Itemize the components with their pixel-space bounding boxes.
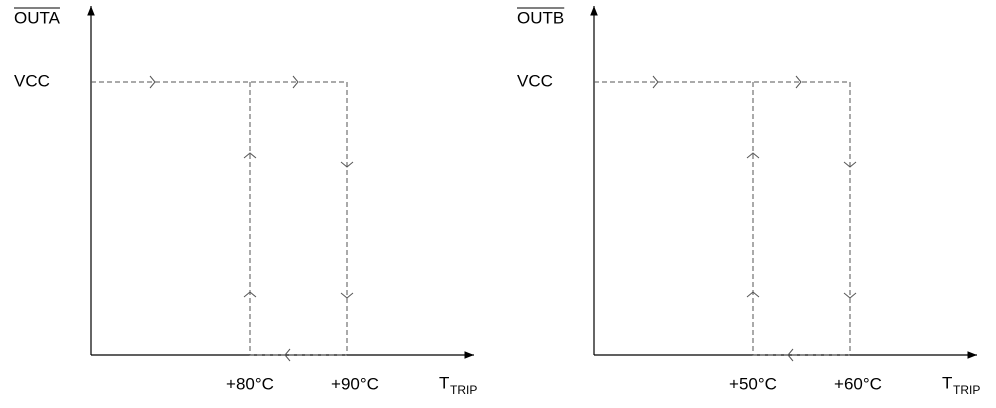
- x-axis-label: T: [439, 373, 449, 392]
- level-label: VCC: [14, 71, 50, 90]
- flow-arrow: [843, 161, 857, 168]
- hysteresis-panel: OUTB VCC +50°C +60°C T TRIP: [517, 6, 980, 397]
- low-threshold-label: +80°C: [226, 374, 274, 393]
- flow-arrow: [340, 292, 354, 299]
- flow-arrow: [652, 75, 659, 89]
- flow-arrow: [284, 348, 291, 362]
- flow-arrow: [795, 75, 802, 89]
- hysteresis-loop: [91, 81, 348, 356]
- flow-arrow: [243, 291, 257, 298]
- hysteresis-panel: OUTA VCC +80°C +90°C T TRIP: [14, 6, 477, 397]
- x-axis-label-sub: TRIP: [953, 383, 980, 397]
- flow-arrow: [843, 292, 857, 299]
- flow-arrow: [746, 291, 760, 298]
- flow-arrow: [149, 75, 156, 89]
- flow-arrow: [243, 152, 257, 159]
- flow-arrow: [787, 348, 794, 362]
- output-label: OUTB: [517, 8, 564, 27]
- flow-arrow: [292, 75, 299, 89]
- hysteresis-loop: [594, 81, 851, 356]
- high-threshold-label: +60°C: [834, 374, 882, 393]
- low-threshold-label: +50°C: [729, 374, 777, 393]
- high-threshold-label: +90°C: [331, 374, 379, 393]
- flow-arrow: [746, 152, 760, 159]
- x-axis-label: T: [942, 373, 952, 392]
- level-label: VCC: [517, 71, 553, 90]
- x-axis-label-sub: TRIP: [450, 383, 477, 397]
- output-label: OUTA: [14, 8, 61, 27]
- flow-arrow: [340, 161, 354, 168]
